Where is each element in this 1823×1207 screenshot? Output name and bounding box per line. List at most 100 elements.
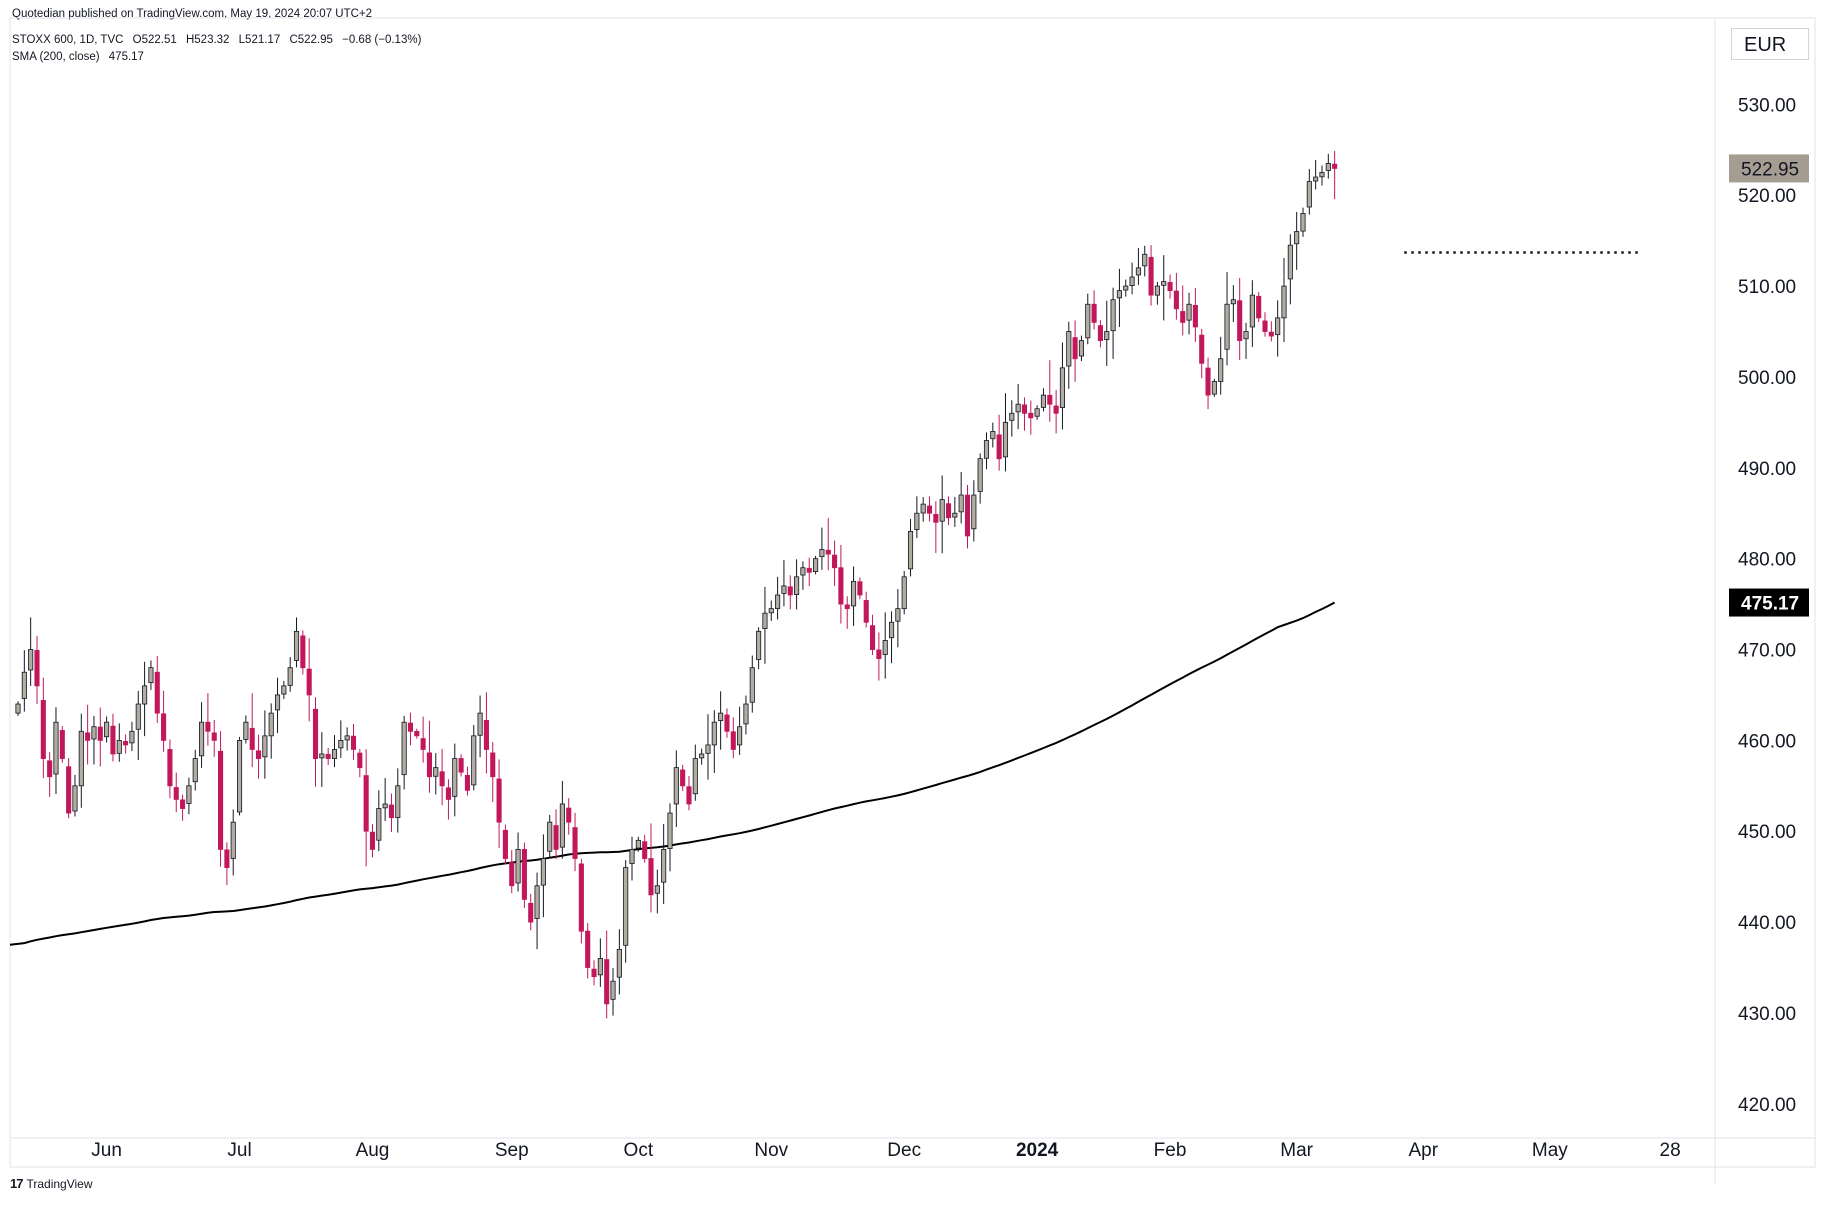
candle-body	[559, 803, 565, 848]
candle-body	[895, 608, 901, 622]
candle-body	[509, 862, 515, 887]
candle-body	[939, 499, 945, 522]
candle-body	[851, 580, 857, 607]
candle-body	[154, 671, 160, 714]
candle-body	[1123, 285, 1129, 291]
candle-body	[819, 549, 825, 558]
candle-body	[775, 594, 781, 610]
candle-body	[1066, 331, 1072, 367]
candle-body	[357, 752, 363, 769]
price-axis[interactable]: 420.00 430.00 440.00 450.00 460.00 470.00 480.…	[1729, 95, 1809, 1116]
candle-body	[692, 758, 698, 795]
candle-body	[496, 778, 502, 823]
x-tick-label: Nov	[754, 1140, 788, 1161]
candle-body	[21, 671, 27, 699]
candle-body	[452, 758, 458, 797]
candle-body	[648, 858, 654, 896]
candle-body	[477, 712, 483, 736]
candle-body	[920, 503, 926, 514]
candle-body	[1148, 256, 1154, 296]
candle-body	[464, 774, 470, 791]
candle-body	[1224, 303, 1230, 350]
candle-body	[749, 667, 755, 703]
candle-body	[825, 549, 831, 555]
candle-body	[1091, 303, 1097, 323]
close-value: C522.95	[289, 34, 333, 46]
candle-body	[642, 841, 648, 859]
sma-label[interactable]: SMA (200, close)	[12, 51, 100, 63]
candle-body	[870, 625, 876, 650]
candle-body	[129, 730, 135, 744]
candle-body	[142, 685, 148, 705]
candle-body	[414, 731, 420, 737]
candle-body	[983, 440, 990, 459]
candle-body	[502, 829, 508, 859]
candle-body	[1040, 394, 1047, 408]
candle-body	[629, 849, 635, 864]
currency-button[interactable]: EUR	[1731, 28, 1809, 60]
candle-body	[1218, 358, 1224, 382]
candle-body	[572, 827, 578, 859]
y-tick-label: 470.00	[1738, 641, 1796, 662]
candle-body	[699, 753, 705, 759]
candle-body	[705, 744, 711, 754]
candle-body	[616, 948, 622, 978]
candle-body	[255, 750, 262, 759]
y-tick-label: 500.00	[1738, 368, 1796, 389]
candle-body	[813, 558, 819, 573]
candle-body	[53, 721, 59, 775]
candle-body	[623, 867, 629, 946]
low-value: L521.17	[238, 34, 281, 46]
candle-body	[1313, 176, 1319, 182]
candle-body	[1268, 331, 1274, 337]
candle-body	[325, 753, 331, 759]
time-axis[interactable]: Jun Jul Aug Sep Oct Nov Dec 2024 Feb Mar Apr May 28	[91, 1140, 1680, 1161]
candle-body	[236, 739, 243, 813]
candle-body	[857, 581, 863, 596]
candle-body	[540, 858, 546, 886]
candle-body	[1173, 290, 1179, 310]
candle-body	[597, 958, 603, 976]
candle-body	[1047, 394, 1053, 405]
symbol-name[interactable]: STOXX 600, 1D, TVC	[12, 34, 124, 46]
candle-body	[104, 721, 110, 738]
candle-body	[680, 769, 686, 787]
candle-body	[1205, 367, 1211, 396]
candle-body	[123, 741, 129, 746]
candle-body	[521, 849, 527, 900]
candle-body	[1186, 303, 1192, 321]
candle-body	[578, 863, 584, 932]
candle-body	[1142, 253, 1148, 267]
y-tick-label: 430.00	[1738, 1004, 1796, 1025]
x-tick-label: Sep	[495, 1140, 529, 1161]
candle-body	[338, 739, 344, 749]
candle-body	[363, 775, 369, 832]
candle-body	[47, 760, 53, 778]
candle-body	[72, 785, 78, 812]
y-tick-label: 450.00	[1738, 822, 1796, 843]
candle-body	[1021, 404, 1028, 414]
candle-body	[610, 980, 616, 1000]
candle-body	[312, 708, 319, 759]
candle-body	[407, 722, 414, 732]
x-tick-label: May	[1532, 1140, 1568, 1161]
candle-body	[306, 668, 312, 696]
candle-body	[800, 567, 806, 576]
candle-body	[787, 586, 793, 596]
candle-body	[553, 825, 559, 850]
candle-body	[718, 712, 724, 722]
candle-body	[901, 576, 907, 610]
candle-body	[471, 735, 477, 786]
candle-body	[180, 799, 186, 809]
candle-body	[566, 807, 572, 823]
open-value: O522.51	[132, 34, 177, 46]
candle-body	[192, 758, 198, 783]
candle-body	[1015, 403, 1021, 413]
candle-body	[1072, 337, 1078, 360]
x-tick-label: Jul	[227, 1140, 251, 1161]
candle-body	[781, 585, 787, 594]
candle-body	[268, 712, 274, 737]
candle-body	[218, 750, 224, 850]
candle-body	[1249, 294, 1255, 328]
